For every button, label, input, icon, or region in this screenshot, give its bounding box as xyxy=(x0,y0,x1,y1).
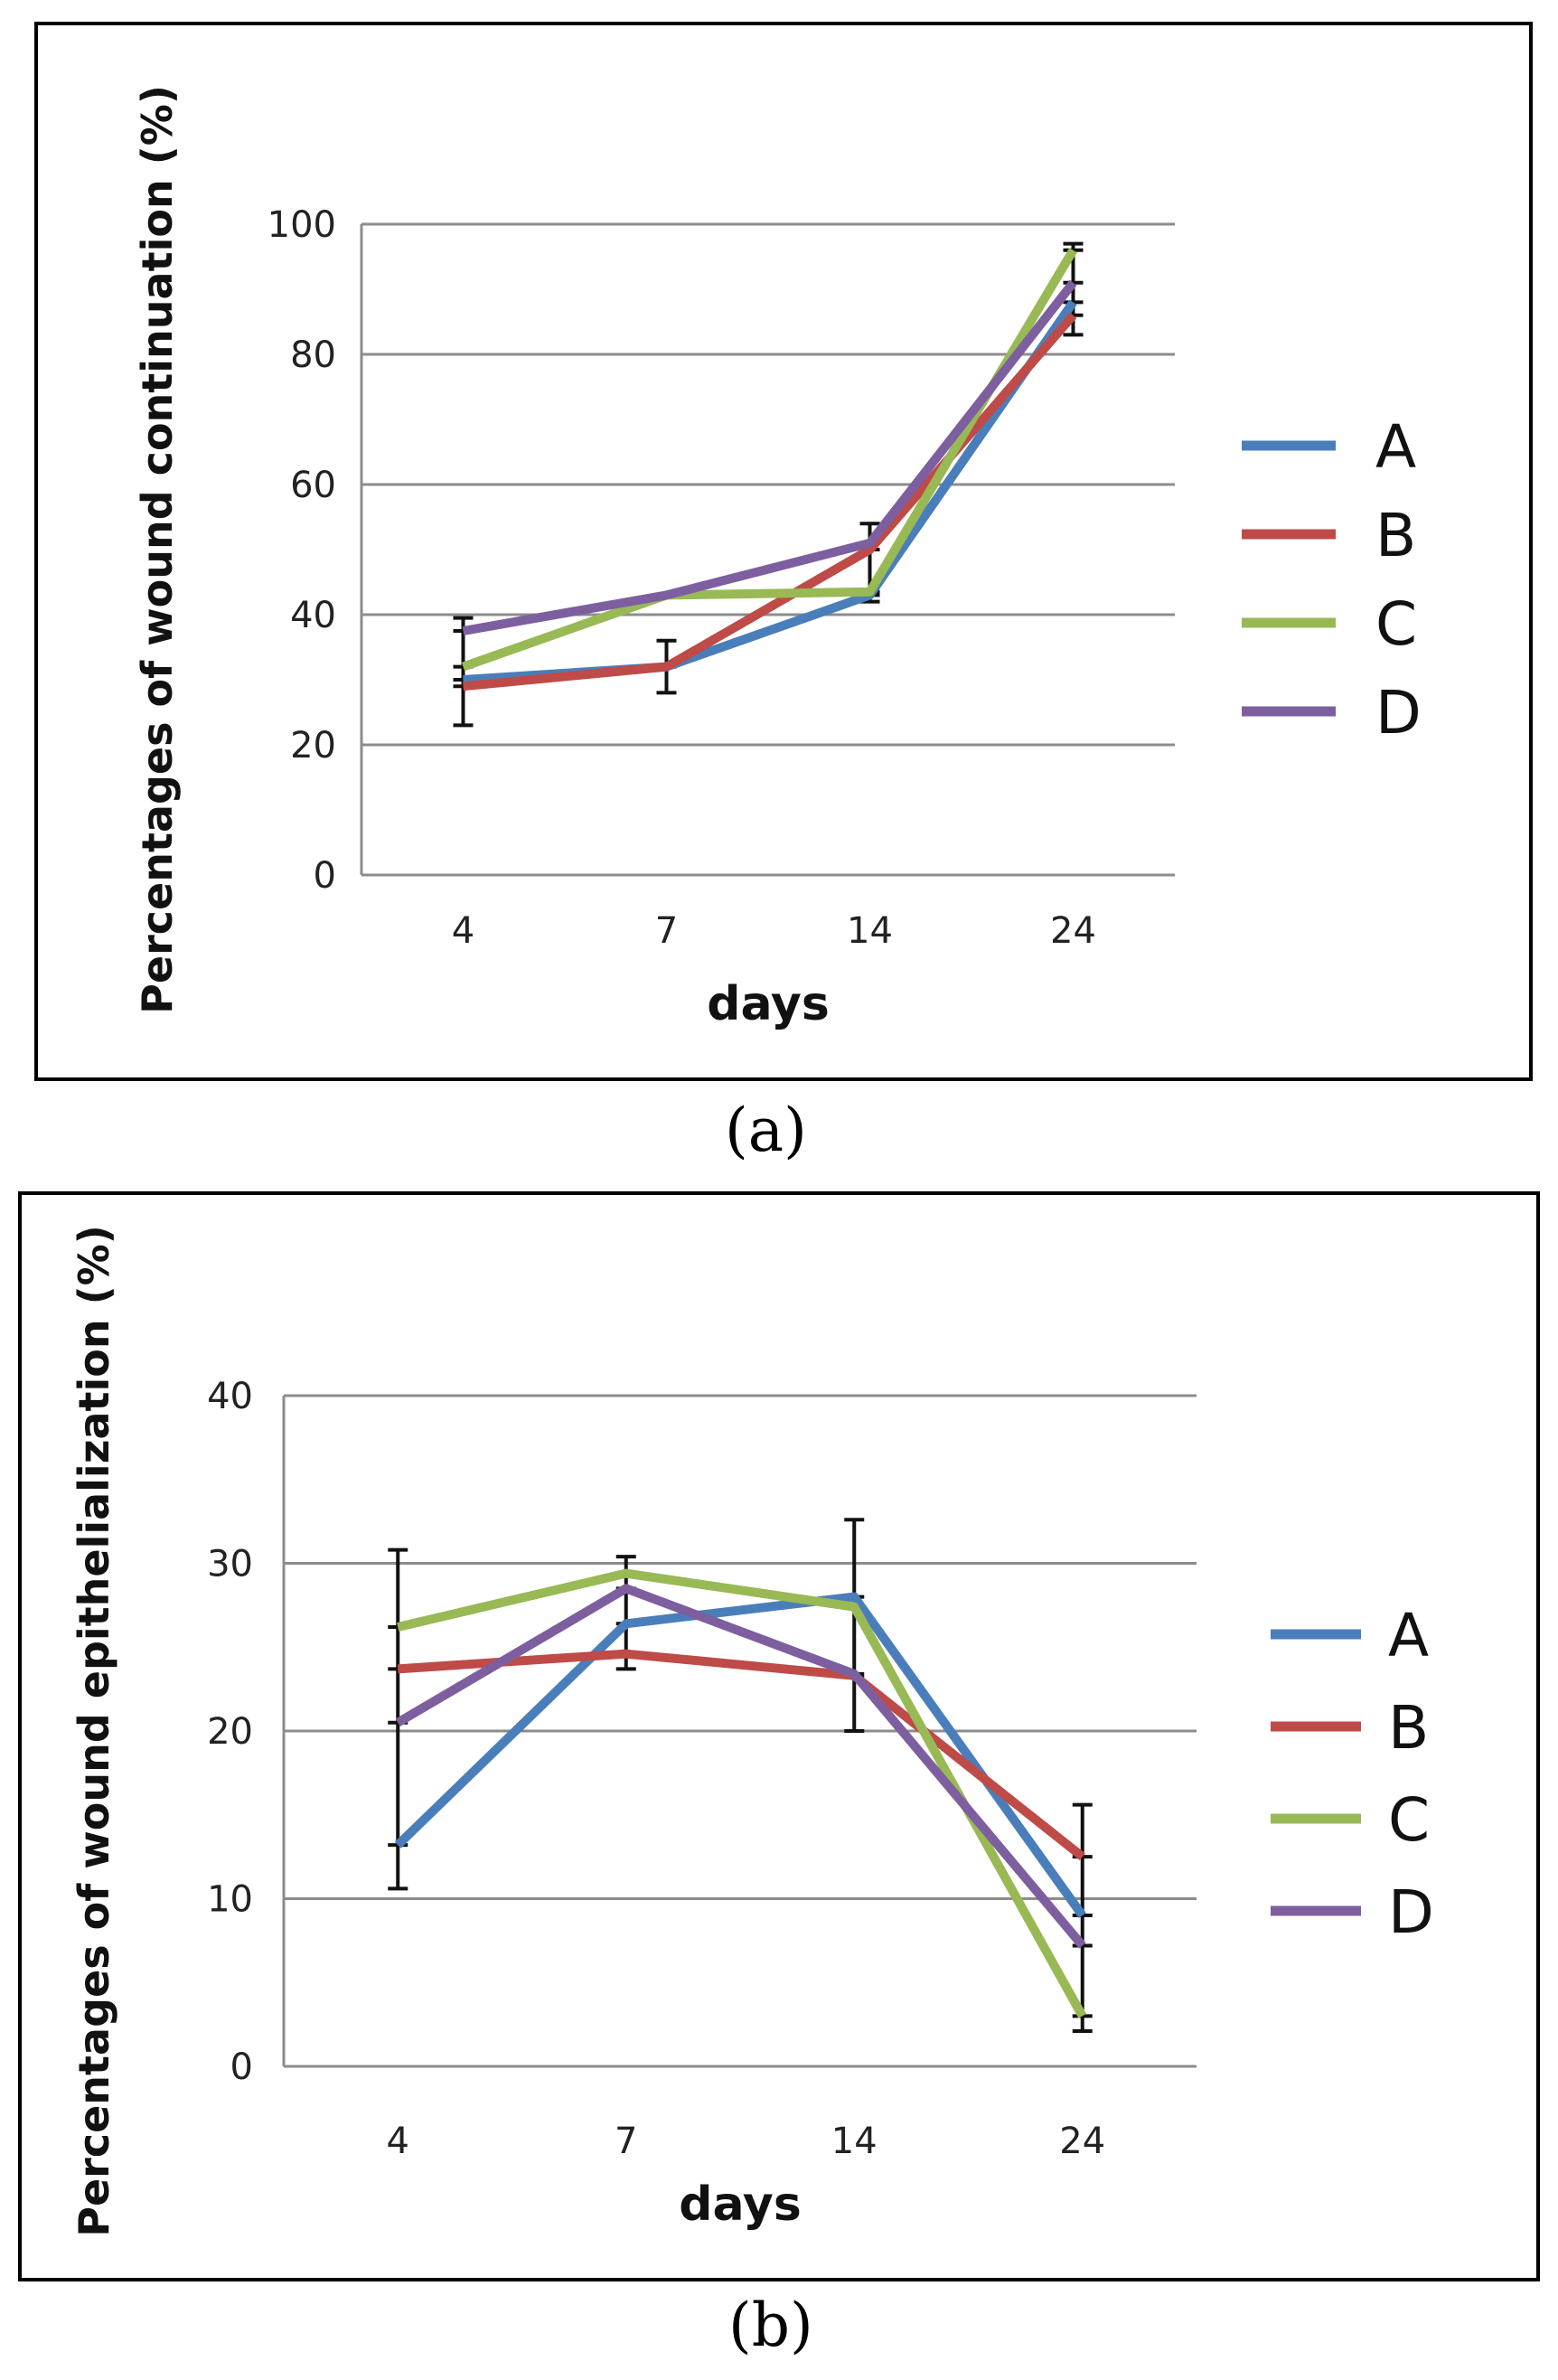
legend-label-b-A: A xyxy=(1388,1601,1429,1670)
chart-b-svg: 0 10 20 30 40 4 7 14 24 A B xyxy=(70,1225,1434,2237)
x-tick-b-3: 24 xyxy=(1059,2121,1105,2162)
series-line-b-D xyxy=(395,1584,1086,1949)
series-line-a-B xyxy=(463,312,1077,691)
error-bar-a-1 xyxy=(656,593,677,695)
y-tick-b-0: 0 xyxy=(230,2046,253,2088)
y-tick-a-4: 80 xyxy=(290,334,336,376)
x-axis-label-a: days xyxy=(707,977,830,1031)
chart-panel-a: 0 20 40 60 80 100 4 7 14 24 A xyxy=(34,22,1533,1081)
series-lines-b xyxy=(394,1568,1087,2018)
legend-label-b-C: C xyxy=(1388,1785,1430,1855)
chart-a-grid xyxy=(361,222,1175,877)
y-axis-label-a: Percentages of wound continuation (%) xyxy=(133,85,182,1014)
series-line-a-A xyxy=(463,299,1077,684)
x-axis-label-b: days xyxy=(679,2178,802,2232)
series-line-a-C xyxy=(461,248,1077,672)
chart-panel-b: 0 10 20 30 40 4 7 14 24 A B xyxy=(18,1191,1540,2281)
series-line-b-A xyxy=(394,1592,1086,1918)
y-axis-label-b: Percentages of wound epithelialization (… xyxy=(70,1225,118,2237)
y-tick-a-1: 20 xyxy=(290,725,336,767)
x-tick-b-2: 14 xyxy=(831,2121,878,2162)
x-tick-b-0: 4 xyxy=(387,2121,409,2162)
x-tick-labels-a: 4 7 14 24 xyxy=(452,910,1096,952)
legend-label-a-D: D xyxy=(1375,678,1422,748)
series-line-b-C xyxy=(397,1568,1087,2018)
series-lines-a xyxy=(461,248,1077,691)
x-tick-a-3: 24 xyxy=(1050,910,1096,952)
y-tick-labels-a: 0 20 40 60 80 100 xyxy=(267,204,336,897)
legend-label-a-B: B xyxy=(1375,501,1416,570)
chart-b-grid xyxy=(284,1394,1197,2068)
y-tick-b-3: 30 xyxy=(207,1544,253,1585)
legend-label-b-D: D xyxy=(1388,1877,1434,1947)
legend-label-a-A: A xyxy=(1375,412,1416,482)
legend-label-b-B: B xyxy=(1388,1693,1429,1763)
y-tick-b-4: 40 xyxy=(207,1376,253,1417)
legend-b: A B C D xyxy=(1271,1601,1434,1947)
y-tick-a-0: 0 xyxy=(314,855,336,897)
legend-a: A B C D xyxy=(1242,412,1422,748)
x-tick-labels-b: 4 7 14 24 xyxy=(387,2121,1106,2162)
y-tick-b-1: 10 xyxy=(207,1879,253,1921)
x-tick-a-1: 7 xyxy=(655,910,678,952)
series-line-b-B xyxy=(397,1649,1085,1861)
legend-label-a-C: C xyxy=(1375,589,1417,659)
x-tick-b-1: 7 xyxy=(615,2121,637,2162)
y-tick-a-5: 100 xyxy=(267,204,336,246)
y-tick-a-3: 60 xyxy=(290,465,336,506)
series-line-a-D xyxy=(462,279,1077,635)
x-tick-a-0: 4 xyxy=(452,910,474,952)
chart-a-svg: 0 20 40 60 80 100 4 7 14 24 A xyxy=(133,85,1422,1031)
panel-caption-b: (b) xyxy=(728,2291,813,2360)
y-tick-b-2: 20 xyxy=(207,1711,253,1753)
y-tick-a-2: 40 xyxy=(290,595,336,636)
y-tick-labels-b: 0 10 20 30 40 xyxy=(207,1376,253,2088)
x-tick-a-2: 14 xyxy=(847,910,893,952)
panel-caption-a: (a) xyxy=(725,1096,807,1165)
